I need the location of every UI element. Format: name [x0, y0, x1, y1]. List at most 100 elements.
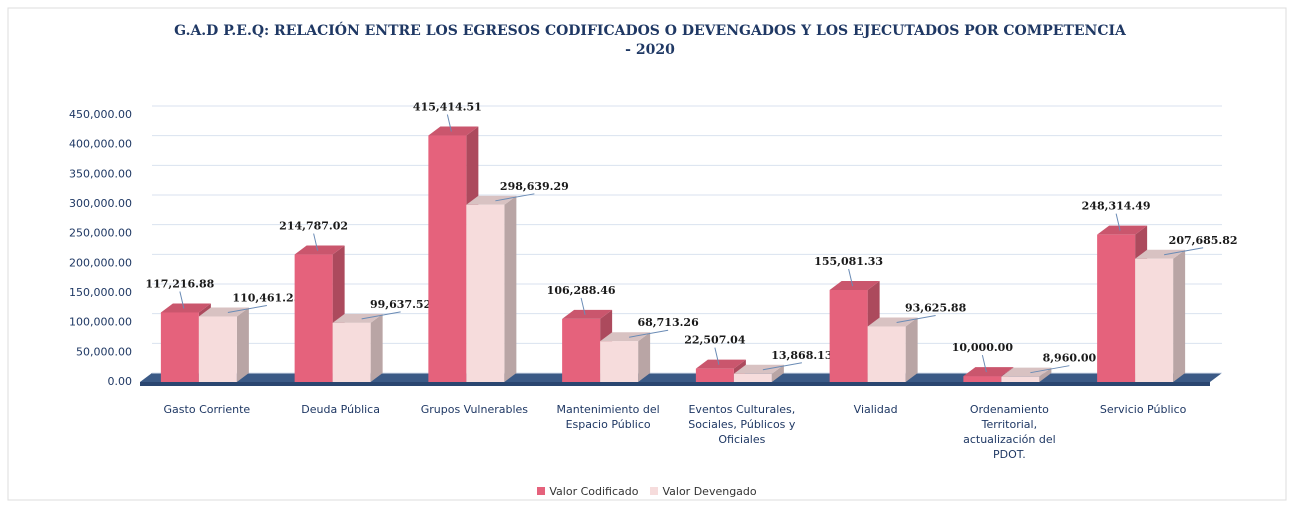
bar-side: [370, 313, 383, 382]
bar: [562, 318, 601, 382]
leader-line: [848, 268, 854, 287]
y-tick-label: 0.00: [108, 375, 133, 388]
value-label: 207,685.82: [1169, 234, 1238, 247]
legend-swatch: [537, 487, 546, 495]
bar: [963, 376, 1002, 382]
legend-label: Valor Devengado: [662, 485, 757, 498]
bar: [867, 326, 906, 382]
bar: [466, 204, 505, 382]
legend-item: Valor Codificado: [537, 485, 638, 498]
floor: [140, 373, 1222, 382]
value-label: 13,868.13: [771, 349, 832, 362]
leader-line: [495, 193, 535, 202]
bar-side: [504, 195, 517, 382]
value-label: 10,000.00: [952, 341, 1014, 354]
value-label: 22,507.04: [684, 334, 746, 347]
bar-side: [1039, 367, 1052, 382]
value-label: 214,787.02: [279, 220, 348, 233]
bar: [332, 322, 371, 382]
bar-top: [1135, 249, 1186, 259]
leader-line: [313, 233, 319, 251]
x-tick-label: Eventos Culturales, Sociales, Públicos y…: [688, 403, 796, 446]
x-tick-label: Mantenimiento del Espacio Público: [556, 403, 660, 431]
legend: Valor Codificado Valor Devengado: [0, 485, 1294, 498]
bar-top: [160, 303, 211, 313]
legend-label: Valor Codificado: [549, 485, 639, 498]
value-label: 415,414.51: [413, 101, 482, 114]
bar-top: [867, 317, 918, 327]
leader-line: [580, 297, 586, 316]
bar-top: [600, 332, 651, 342]
bar-top: [1097, 225, 1148, 235]
x-tick-label: Servicio Público: [1099, 403, 1187, 416]
bar: [428, 135, 467, 382]
bar: [160, 312, 199, 382]
leader-line: [361, 311, 401, 320]
bar: [733, 373, 772, 382]
leader-line: [179, 291, 185, 309]
bar-top: [963, 367, 1014, 377]
bar-top: [1001, 367, 1052, 377]
value-label: 93,625.88: [905, 301, 967, 314]
value-label: 248,314.49: [1082, 200, 1151, 213]
bar-top: [466, 195, 517, 205]
value-label: 110,461.25: [232, 291, 301, 304]
frame: [7, 7, 1287, 501]
x-tick-label: Gasto Corriente: [163, 403, 251, 416]
value-label: 68,713.26: [638, 316, 700, 329]
bar-top: [428, 126, 479, 136]
x-tick-label: Ordenamiento Territorial, actualización …: [963, 403, 1056, 461]
y-tick-label: 250,000.00: [69, 227, 132, 240]
value-label: 8,960.00: [1043, 352, 1097, 365]
value-label: 155,081.33: [814, 255, 883, 268]
bar-top: [733, 364, 784, 374]
value-label: 99,637.52: [370, 298, 431, 311]
bar: [1097, 234, 1136, 382]
bar-top: [332, 313, 383, 323]
bar-side: [236, 307, 249, 382]
bar: [1001, 376, 1040, 382]
floor-front: [140, 382, 1210, 386]
bar-side: [905, 317, 918, 382]
value-label: 117,216.88: [145, 277, 214, 290]
leader-line: [1030, 365, 1070, 374]
bar-top: [562, 309, 613, 319]
bar: [1135, 258, 1174, 382]
bar-top: [829, 280, 880, 290]
legend-swatch: [650, 487, 659, 495]
bar: [829, 289, 868, 382]
y-tick-label: 450,000.00: [69, 108, 132, 121]
y-tick-label: 100,000.00: [69, 316, 132, 329]
bar: [294, 254, 333, 382]
value-label: 298,639.29: [500, 180, 569, 193]
chart-title: G.A.D P.E.Q: RELACIÓN ENTRE LOS EGRESOS …: [174, 23, 1126, 58]
leader-line: [227, 304, 267, 313]
x-tick-label: Vialidad: [853, 403, 898, 416]
leader-line: [896, 314, 936, 323]
bar-top: [294, 245, 345, 255]
y-tick-label: 50,000.00: [76, 345, 132, 358]
bar: [198, 316, 237, 382]
bar-top: [695, 359, 746, 369]
leader-line: [762, 362, 802, 371]
x-tick-label: Grupos Vulnerables: [420, 403, 529, 416]
x-tick-label: Deuda Pública: [301, 403, 380, 416]
bar-side: [771, 364, 784, 382]
value-label: 106,288.46: [547, 284, 616, 297]
legend-item: Valor Devengado: [650, 485, 757, 498]
y-tick-label: 200,000.00: [69, 256, 132, 269]
y-tick-label: 150,000.00: [69, 286, 132, 299]
leader-line: [981, 354, 987, 373]
y-tick-label: 350,000.00: [69, 167, 132, 180]
leader-line: [1164, 247, 1204, 256]
bar-top: [198, 307, 249, 317]
bar-side: [1173, 249, 1186, 382]
leader-line: [629, 329, 669, 338]
y-tick-label: 300,000.00: [69, 197, 132, 210]
bar: [600, 341, 639, 382]
bar-side: [638, 332, 651, 382]
bar: [695, 368, 734, 382]
leader-line: [714, 347, 720, 365]
leader-line: [1115, 213, 1121, 231]
